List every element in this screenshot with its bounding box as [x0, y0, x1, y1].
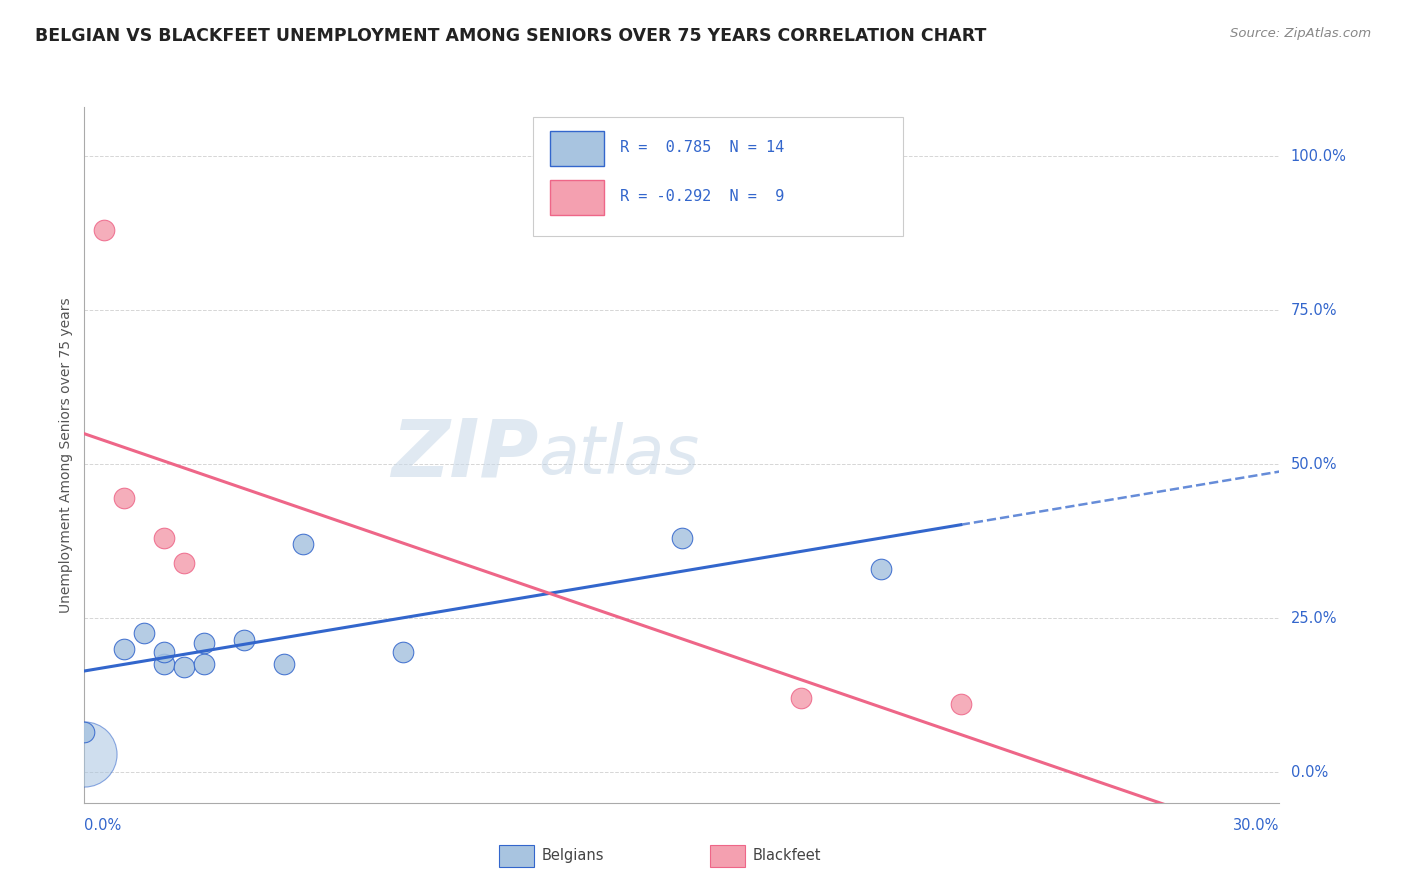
Point [112, 641, 135, 656]
FancyBboxPatch shape [550, 131, 605, 166]
Text: 25.0%: 25.0% [1291, 611, 1337, 625]
Point [132, 626, 156, 640]
Point [671, 531, 693, 545]
FancyBboxPatch shape [533, 118, 903, 235]
Point [292, 537, 315, 551]
Y-axis label: Unemployment Among Seniors over 75 years: Unemployment Among Seniors over 75 years [59, 297, 73, 613]
Text: 50.0%: 50.0% [1291, 457, 1337, 472]
Point [93, 223, 115, 237]
Text: Source: ZipAtlas.com: Source: ZipAtlas.com [1230, 27, 1371, 40]
Point [153, 657, 176, 672]
Text: 100.0%: 100.0% [1291, 149, 1347, 164]
Point [870, 562, 893, 576]
Text: Blackfeet: Blackfeet [752, 848, 821, 863]
Text: 0.0%: 0.0% [84, 818, 121, 833]
Point [73, 725, 96, 739]
Point [232, 632, 254, 647]
Point [153, 645, 176, 659]
Text: 30.0%: 30.0% [1233, 818, 1279, 833]
Text: R = -0.292  N =  9: R = -0.292 N = 9 [620, 188, 785, 203]
Text: 75.0%: 75.0% [1291, 302, 1337, 318]
Text: Belgians: Belgians [541, 848, 603, 863]
Point [392, 645, 415, 659]
Point [193, 657, 215, 672]
Point [949, 698, 972, 712]
Text: BELGIAN VS BLACKFEET UNEMPLOYMENT AMONG SENIORS OVER 75 YEARS CORRELATION CHART: BELGIAN VS BLACKFEET UNEMPLOYMENT AMONG … [35, 27, 987, 45]
Text: ZIP: ZIP [391, 416, 538, 494]
Point [73, 747, 96, 761]
Text: 0.0%: 0.0% [1291, 764, 1327, 780]
Text: R =  0.785  N = 14: R = 0.785 N = 14 [620, 140, 785, 155]
Point [173, 660, 195, 674]
Text: atlas: atlas [538, 422, 700, 488]
Point [273, 657, 295, 672]
Point [153, 531, 176, 545]
Point [790, 691, 813, 706]
Point [112, 491, 135, 505]
Point [193, 636, 215, 650]
Point [173, 556, 195, 570]
FancyBboxPatch shape [550, 180, 605, 215]
